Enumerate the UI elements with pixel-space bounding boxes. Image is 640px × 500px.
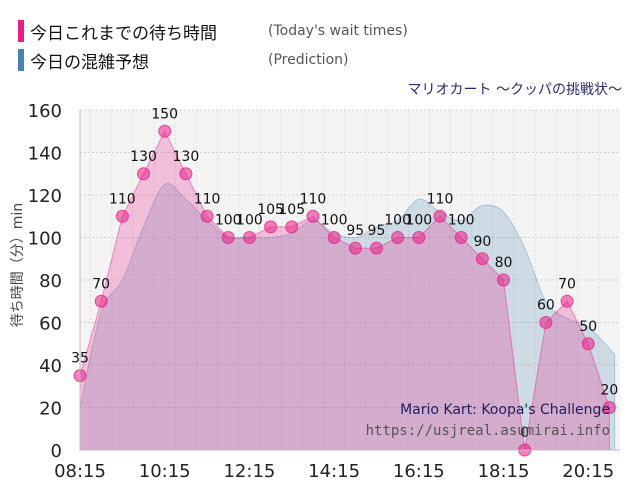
series-today-point	[137, 167, 151, 181]
series-prediction-area	[79, 182, 616, 451]
data-label: 110	[109, 191, 136, 207]
data-label: 0	[520, 425, 529, 441]
series-today-point	[560, 294, 574, 308]
data-label: 100	[215, 213, 242, 229]
y-tick-label: 100	[28, 229, 62, 250]
series-today-point	[539, 316, 553, 329]
watermark-title: Mario Kart: Koopa's Challenge	[400, 402, 610, 418]
data-label: 70	[558, 276, 576, 292]
y-tick-label: 160	[28, 101, 62, 122]
data-label: 130	[130, 149, 157, 165]
data-label: 100	[321, 213, 348, 229]
legend-prediction-subtitle: (Prediction)	[268, 52, 349, 68]
series-today-point	[433, 209, 447, 223]
data-label: 80	[495, 255, 513, 271]
series-today-point	[242, 231, 256, 244]
series-today-point	[264, 220, 278, 234]
y-tick-label: 40	[39, 356, 62, 377]
series-today-point	[475, 252, 489, 266]
series-today-point	[221, 231, 235, 244]
data-label: 60	[537, 298, 555, 314]
x-tick-label: 14:15	[308, 461, 360, 482]
legend-prediction: 今日の混雑予想 (Prediction)	[18, 47, 348, 73]
x-tick-label: 18:15	[478, 461, 530, 482]
data-label: 100	[384, 213, 411, 229]
data-label: 150	[151, 106, 178, 122]
data-label: 100	[448, 213, 475, 229]
data-label: 90	[473, 234, 491, 250]
series-today-point	[602, 401, 616, 414]
series-today-point	[327, 231, 341, 244]
series-today-point	[285, 220, 299, 234]
y-tick-label: 80	[39, 271, 62, 292]
series-today-point	[200, 209, 214, 223]
data-label: 95	[368, 223, 386, 239]
y-tick-label: 0	[51, 441, 62, 462]
series-today-point	[348, 241, 362, 255]
series-today-point	[497, 273, 511, 287]
y-axis-label: 待ち時間（分）min	[10, 203, 26, 327]
series-today-point	[158, 124, 172, 138]
x-tick-label: 10:15	[139, 461, 191, 482]
legend-today-subtitle: (Today's wait times)	[268, 23, 408, 39]
series-today-point	[391, 231, 405, 244]
data-label: 70	[92, 276, 110, 292]
data-label: 130	[173, 149, 200, 165]
y-tick-label: 140	[28, 144, 62, 165]
chart-title: マリオカート ～クッパの挑戦状～	[407, 82, 622, 98]
series-today-point	[94, 294, 108, 308]
series-today-point	[412, 231, 426, 244]
x-tick-label: 08:15	[54, 461, 106, 482]
x-tick-label: 20:15	[562, 461, 614, 482]
series-today-point	[115, 209, 129, 223]
data-label: 95	[346, 223, 364, 239]
series-today-point	[306, 209, 320, 223]
y-tick-label: 20	[39, 399, 62, 420]
data-label: 110	[300, 191, 327, 207]
data-label: 110	[427, 191, 454, 207]
series-today-point	[369, 241, 383, 255]
data-label: 100	[405, 213, 432, 229]
y-tick-label: 60	[39, 314, 62, 335]
data-label: 105	[257, 202, 284, 218]
y-tick-label: 120	[28, 186, 62, 207]
legend-today: 今日これまでの待ち時間 (Today's wait times)	[18, 18, 408, 44]
legend-prediction-swatch	[18, 49, 24, 71]
data-label: 50	[579, 319, 597, 335]
x-tick-label: 12:15	[223, 461, 275, 482]
data-label: 20	[600, 383, 618, 399]
data-label: 105	[278, 202, 305, 218]
data-label: 100	[236, 213, 263, 229]
legend-today-swatch	[18, 20, 24, 42]
legend-prediction-title: 今日の混雑予想	[30, 52, 149, 73]
series-today-point	[581, 337, 595, 351]
watermark-url: https://usjreal.asumirai.info	[365, 423, 610, 439]
series-today-point	[454, 231, 468, 244]
x-tick-label: 16:15	[393, 461, 445, 482]
legend-today-title: 今日これまでの待ち時間	[30, 23, 217, 44]
series-today-point	[179, 167, 193, 181]
data-label: 110	[194, 191, 221, 207]
